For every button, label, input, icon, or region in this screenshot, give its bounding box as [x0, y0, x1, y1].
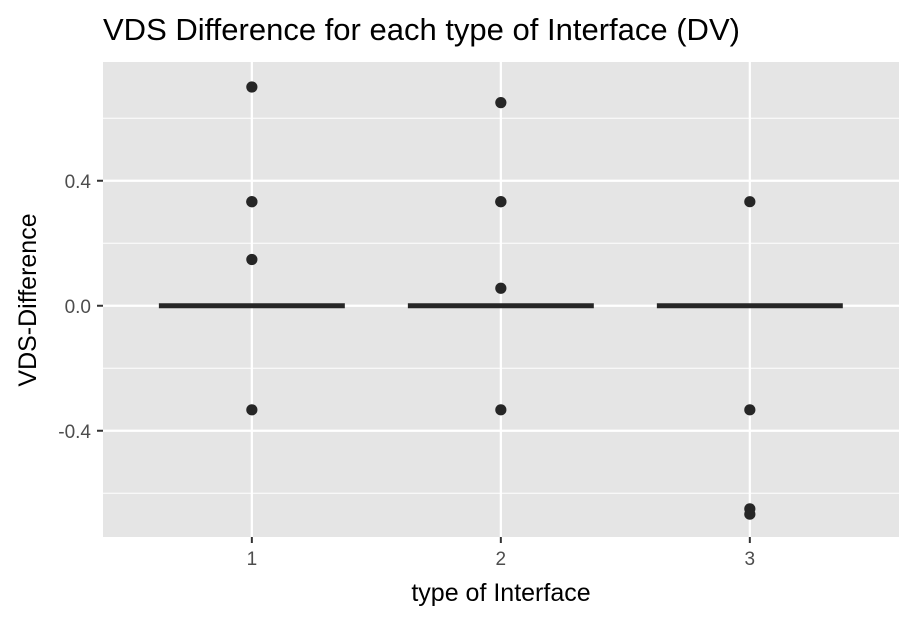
y-axis-title: VDS-Difference: [14, 213, 42, 386]
data-point: [246, 81, 258, 93]
y-tick-label: 0.4: [65, 172, 92, 193]
data-point: [495, 282, 507, 294]
data-points: [246, 81, 756, 520]
axes: -0.4 0.0 0.4 1 2 3: [58, 172, 755, 570]
data-point: [246, 404, 258, 416]
y-tick-label: -0.4: [58, 422, 91, 443]
data-point: [495, 196, 507, 208]
data-point: [495, 404, 507, 416]
data-point: [744, 404, 756, 416]
x-tick-label: 2: [496, 549, 507, 570]
x-tick-label: 1: [247, 549, 258, 570]
y-tick-label: 0.0: [65, 297, 91, 318]
data-point: [744, 508, 756, 520]
chart-title: VDS Difference for each type of Interfac…: [103, 12, 740, 47]
x-tick-label: 3: [745, 549, 756, 570]
x-axis-title: type of Interface: [411, 579, 590, 607]
data-point: [495, 97, 507, 109]
data-point: [246, 253, 258, 266]
data-point: [246, 196, 258, 208]
data-point: [744, 196, 756, 208]
